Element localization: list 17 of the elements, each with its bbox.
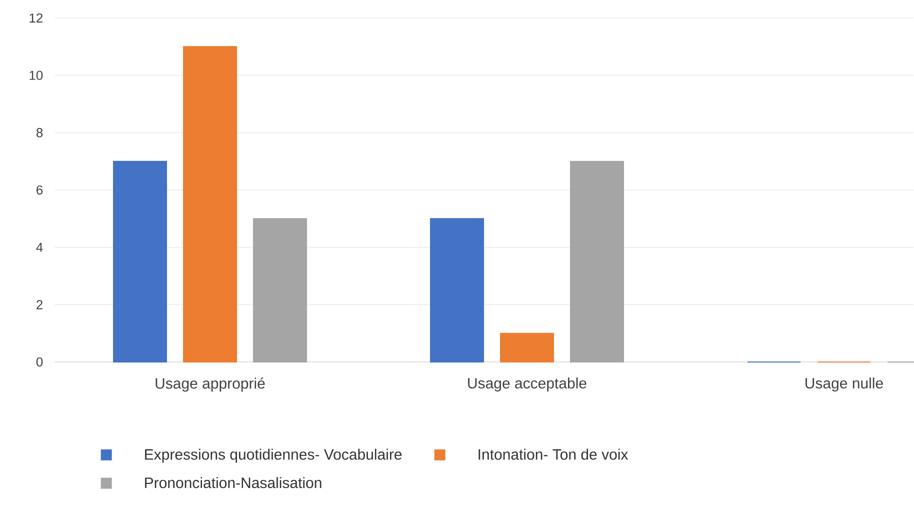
bar	[500, 332, 554, 362]
bar	[113, 160, 168, 362]
y-tick-label: 0	[36, 357, 43, 367]
legend-label: Expressions quotidiennes- Vocabulaire	[145, 448, 402, 463]
y-tick-label: 6	[36, 185, 43, 195]
legend-label: Intonation- Ton de voix	[478, 448, 628, 460]
bar	[183, 46, 238, 362]
legend-label: Prononciation-Nasalisation	[145, 477, 322, 488]
x-tick-label: Usage approprié	[156, 378, 265, 392]
x-tick-label: Usage acceptable	[468, 378, 586, 392]
bar	[430, 218, 484, 362]
x-tick-label: Usage nulle	[806, 378, 883, 392]
y-tick-label: 12	[30, 13, 42, 23]
y-tick-label: 2	[36, 300, 42, 310]
y-tick-label: 10	[30, 70, 43, 80]
y-tick-label: 8	[36, 128, 43, 138]
y-tick-label: 4	[36, 242, 43, 252]
